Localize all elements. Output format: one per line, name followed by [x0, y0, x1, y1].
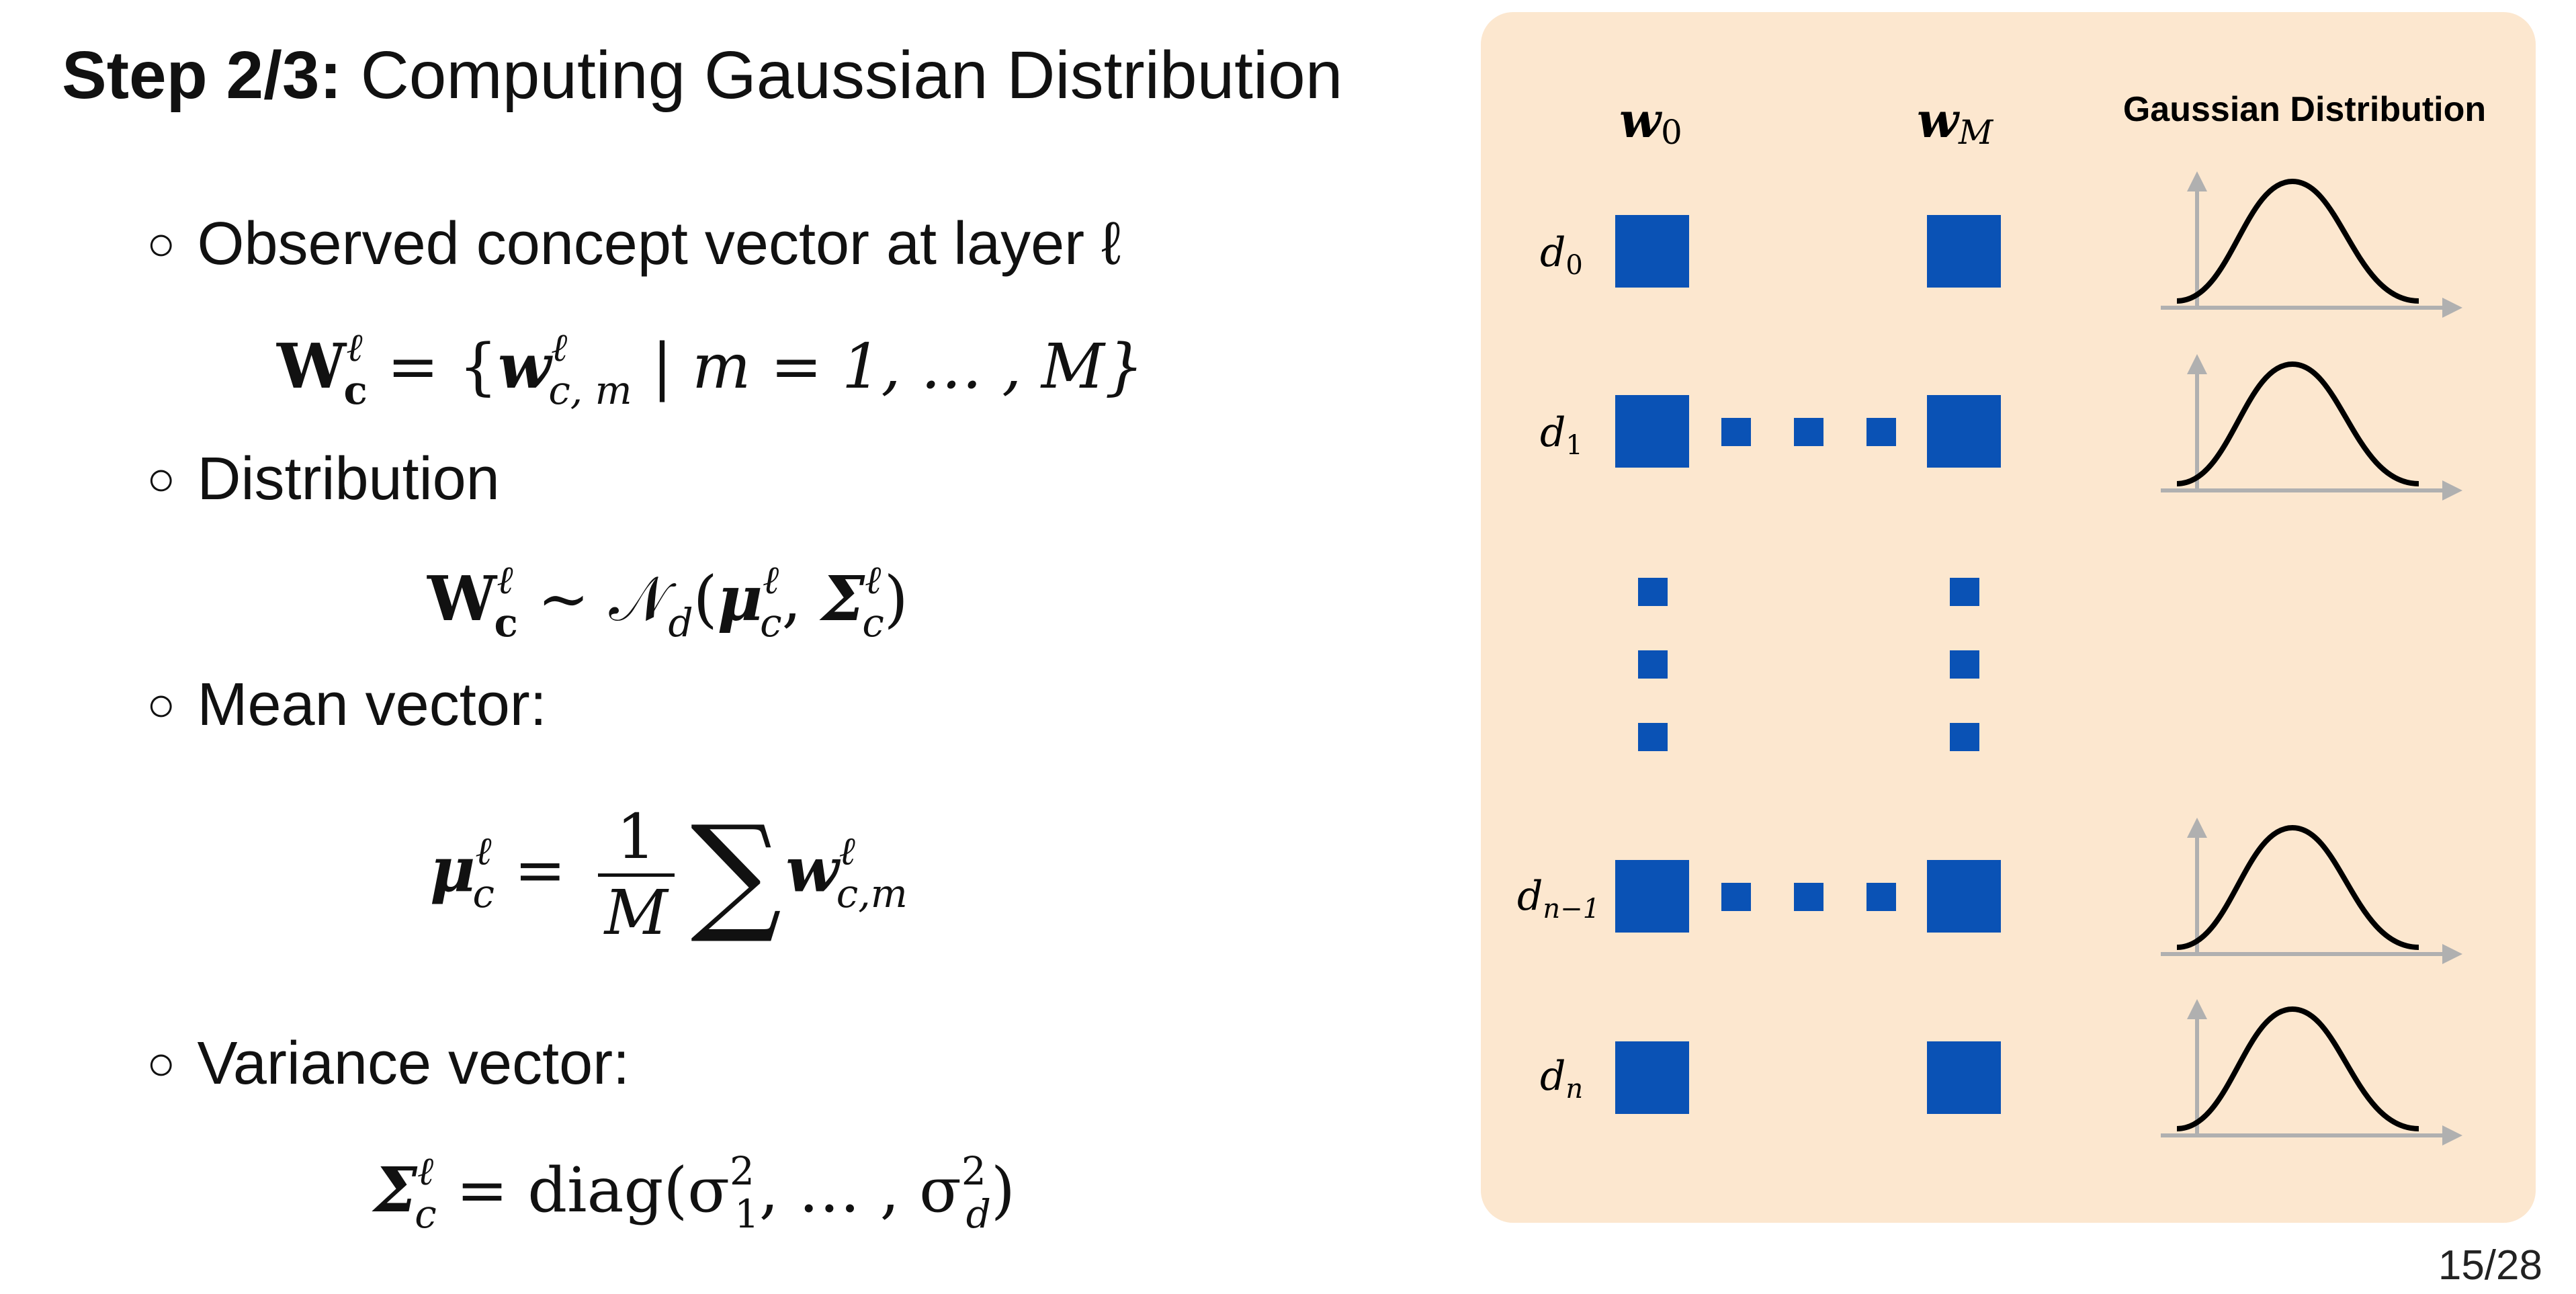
- gaussian-plot-d1: [2161, 354, 2462, 501]
- square-dn1-wM: [1927, 860, 2001, 933]
- vdot-w0-3: [1638, 723, 1668, 751]
- row-label-d0: d0: [1540, 229, 1583, 281]
- square-dn-w0: [1615, 1041, 1689, 1114]
- bullet-circle-icon: ○: [146, 1037, 176, 1090]
- bullet-variance: ○ Variance vector:: [146, 1033, 630, 1094]
- dot-dn1-1: [1721, 883, 1751, 911]
- header-wM: wM: [1917, 91, 1994, 152]
- dot-d1-3: [1866, 418, 1896, 446]
- vdot-w0-2: [1638, 650, 1668, 679]
- diagram-panel: [1481, 12, 2536, 1223]
- header-gaussian: Gaussian Distribution: [2123, 90, 2486, 129]
- formula-observed: Wℓc = {wℓc, m | m = 1, … , M}: [277, 325, 1144, 413]
- bullet-distribution: ○ Distribution: [146, 449, 500, 509]
- formula-mean: μℓc = 1 M ∑wℓc,m: [430, 798, 908, 949]
- square-dn1-w0: [1615, 860, 1689, 933]
- dot-d1-2: [1794, 418, 1823, 446]
- formula-variance: Σℓc = diag(σ21, … , σ2d): [374, 1148, 1015, 1237]
- bullet-circle-icon: ○: [146, 678, 176, 732]
- bullet-label: Observed concept vector at layer ℓ: [197, 210, 1121, 277]
- bullet-observed: ○ Observed concept vector at layer ℓ: [146, 214, 1121, 274]
- gaussian-plot-d0: [2161, 171, 2462, 318]
- square-d0-w0: [1615, 215, 1689, 288]
- square-d0-wM: [1927, 215, 2001, 288]
- row-label-d1: d1: [1540, 409, 1583, 461]
- dot-d1-1: [1721, 418, 1751, 446]
- dot-dn1-3: [1866, 883, 1896, 911]
- bullet-circle-icon: ○: [146, 452, 176, 506]
- bullet-mean: ○ Mean vector:: [146, 675, 547, 735]
- vdot-wM-1: [1950, 578, 1979, 606]
- row-label-dn: dn: [1540, 1053, 1583, 1105]
- title-step: Step 2/3:: [62, 38, 342, 113]
- header-w0: w0: [1619, 91, 1682, 152]
- bullet-label: Distribution: [197, 445, 500, 513]
- slide-title: Step 2/3: Computing Gaussian Distributio…: [62, 42, 1342, 109]
- square-d1-w0: [1615, 395, 1689, 468]
- square-d1-wM: [1927, 395, 2001, 468]
- vdot-w0-1: [1638, 578, 1668, 606]
- bullet-label: Mean vector:: [197, 671, 547, 738]
- vdot-wM-2: [1950, 650, 1979, 679]
- bullet-circle-icon: ○: [146, 217, 176, 271]
- square-dn-wM: [1927, 1041, 2001, 1114]
- title-text: Computing Gaussian Distribution: [360, 38, 1343, 113]
- dot-dn1-2: [1794, 883, 1823, 911]
- page-number: 15/28: [2438, 1242, 2542, 1289]
- vdot-wM-3: [1950, 723, 1979, 751]
- row-label-dn-1: dn−1: [1517, 873, 1600, 924]
- bullet-label: Variance vector:: [197, 1030, 630, 1097]
- formula-distribution: Wℓc ∼ 𝒩d(μℓc, Σℓc): [427, 557, 908, 646]
- gaussian-plot-dn: [2161, 999, 2462, 1146]
- gaussian-plot-dn-1: [2161, 818, 2462, 964]
